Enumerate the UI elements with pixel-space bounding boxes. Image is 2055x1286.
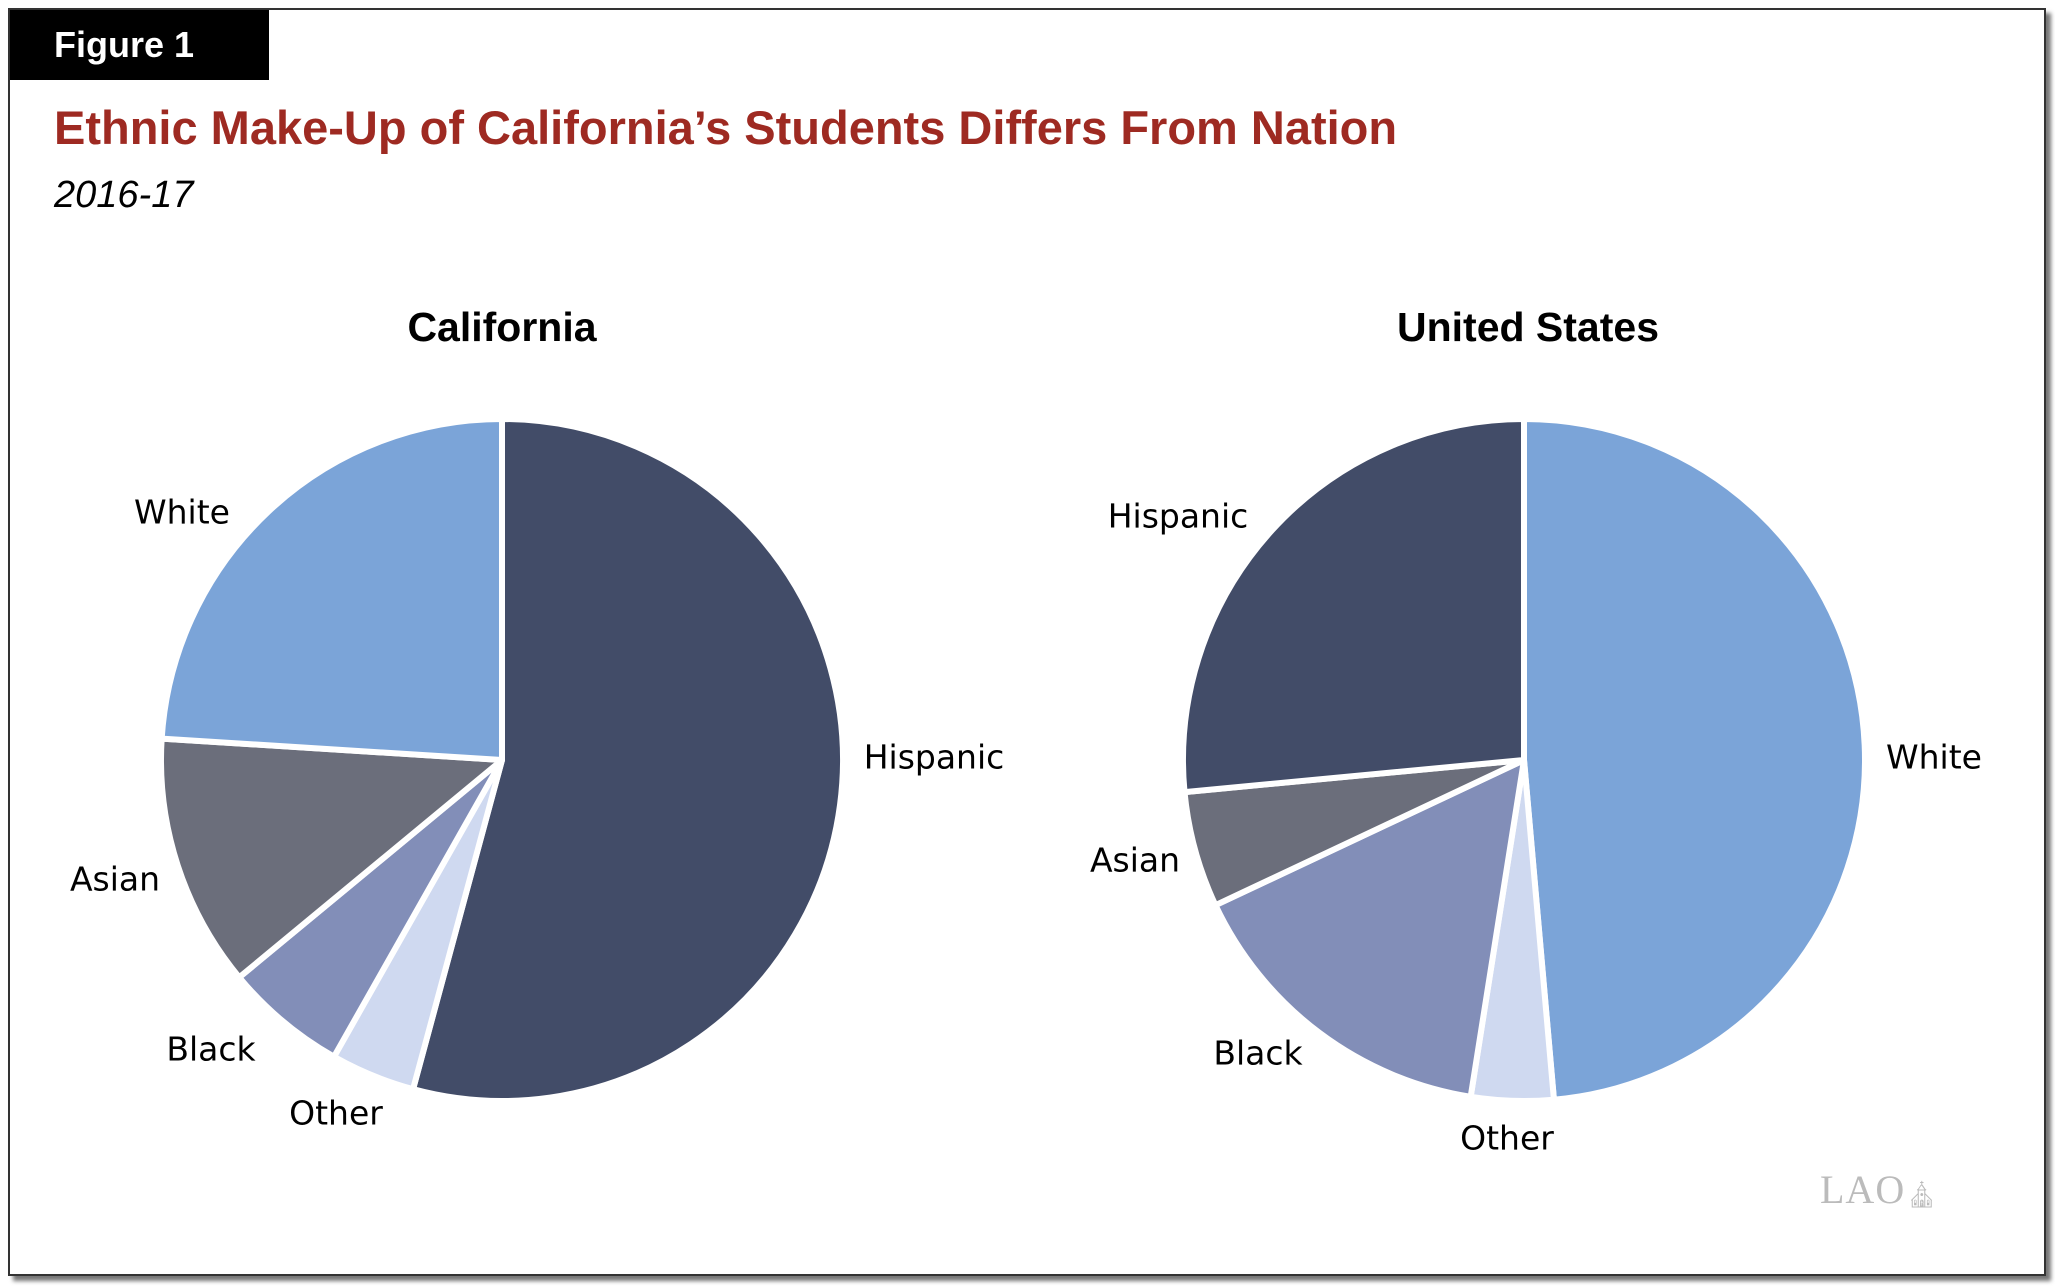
us-slice-black <box>1212 757 1527 1100</box>
chart-title: Ethnic Make-Up of California’s Students … <box>54 101 1398 154</box>
ca-slice-white <box>158 416 505 763</box>
lao-logo: LAO⛪︎ <box>1820 1167 1940 1212</box>
ca-slice-hispanic <box>410 416 846 1104</box>
ca-label-asian: Asian <box>69 859 161 899</box>
us-label-white: White <box>1886 737 1982 777</box>
us-label-hispanic: Hispanic <box>1107 496 1249 536</box>
chart-subtitle: 2016-17 <box>54 174 194 216</box>
ca-slice-asian <box>158 735 505 981</box>
us-slice-hispanic <box>1180 416 1527 796</box>
pie-title-united-states: United States <box>1397 304 1659 350</box>
pie-title-california: California <box>407 304 597 350</box>
us-slice-white <box>1521 416 1868 1103</box>
ca-label-white: White <box>134 492 230 532</box>
figure-label: Figure 1 <box>10 10 269 80</box>
us-label-black: Black <box>1213 1033 1303 1073</box>
ca-label-hispanic: Hispanic <box>863 737 1005 777</box>
ca-label-other: Other <box>289 1093 383 1133</box>
us-label-asian: Asian <box>1089 840 1181 880</box>
us-label-other: Other <box>1460 1118 1554 1158</box>
ca-label-black: Black <box>166 1029 256 1069</box>
